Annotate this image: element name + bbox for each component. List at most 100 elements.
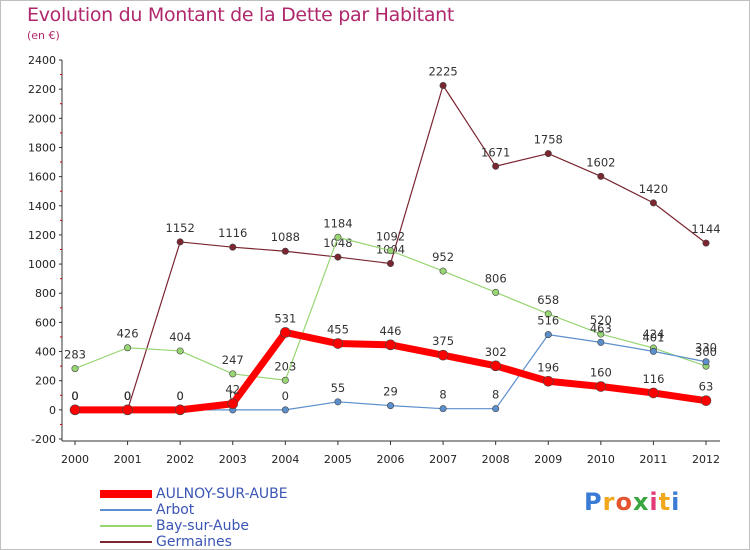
data-point (544, 331, 552, 339)
data-point (649, 199, 657, 207)
data-point (176, 347, 184, 355)
data-label: 1152 (166, 221, 195, 235)
data-point (492, 162, 500, 170)
data-point (702, 358, 710, 366)
data-label: 806 (485, 271, 507, 285)
series-bay-sur-aube: 283 426 404 247 203 1184 1092 952 806 658 520 424 30… (64, 216, 717, 384)
data-point (334, 398, 342, 406)
data-point (386, 247, 394, 255)
y-tick-label: 2400 (28, 54, 56, 67)
data-label: 0 (177, 389, 184, 403)
y-tick-label: 400 (35, 346, 56, 359)
data-point (227, 398, 239, 410)
chart-subtitle: (en €) (27, 29, 60, 42)
data-label: 283 (64, 348, 86, 362)
legend-swatch (100, 509, 152, 511)
data-point (69, 404, 81, 416)
data-point (176, 238, 184, 246)
x-tick-label: 2002 (166, 453, 194, 466)
data-label: 1758 (534, 133, 563, 147)
data-label: 1602 (586, 155, 615, 169)
data-point (281, 406, 289, 414)
data-point (439, 82, 447, 90)
data-label: 1092 (376, 230, 405, 244)
data-label: 8 (492, 388, 499, 402)
y-tick-label: 1400 (28, 200, 56, 213)
data-label: 1184 (323, 216, 352, 230)
y-tick-label: 2000 (28, 112, 56, 125)
data-point (492, 288, 500, 296)
y-tick-label: 1600 (28, 171, 56, 184)
x-tick-label: 2001 (114, 453, 142, 466)
y-tick-label: 1200 (28, 229, 56, 242)
data-point (334, 233, 342, 241)
data-label: 300 (695, 345, 717, 359)
x-tick-label: 2011 (639, 453, 667, 466)
data-point (492, 405, 500, 413)
data-label: 0 (177, 389, 184, 403)
legend-label: Arbot (156, 502, 195, 518)
y-tick-label: 2200 (28, 83, 56, 96)
data-label: 0 (282, 389, 289, 403)
data-point (386, 402, 394, 410)
y-tick-label: 0 (49, 404, 56, 417)
data-label: 302 (485, 345, 507, 359)
data-label: 375 (432, 334, 454, 348)
data-label: 0 (124, 389, 131, 403)
x-tick-label: 2007 (429, 453, 457, 466)
data-label: 0 (124, 389, 131, 403)
data-point (700, 395, 712, 406)
data-point (332, 338, 344, 349)
chart-title: Evolution du Montant de la Dette par Hab… (27, 4, 455, 26)
x-tick-label: 2004 (271, 453, 299, 466)
legend-swatch (100, 541, 152, 543)
data-label: 0 (71, 389, 78, 403)
y-tick-label: -200 (31, 433, 56, 446)
data-point (174, 404, 186, 416)
data-label: 2225 (428, 65, 457, 79)
data-point (649, 347, 657, 355)
data-point (490, 360, 501, 372)
data-label: 8 (439, 388, 446, 402)
data-label: 455 (327, 323, 349, 337)
data-point (595, 381, 607, 392)
x-tick-label: 2009 (534, 453, 562, 466)
series-germaines: 0011521116108810481004222516711758160214… (71, 65, 721, 414)
series-line (74, 236, 707, 381)
x-tick-label: 2000 (61, 453, 89, 466)
data-point (597, 330, 605, 338)
data-point (648, 387, 659, 399)
data-point (385, 339, 396, 351)
data-label: 116 (642, 372, 664, 386)
data-point (597, 172, 605, 180)
data-label: 55 (331, 381, 346, 395)
data-label: 0 (124, 389, 131, 403)
data-point (437, 349, 449, 361)
data-point (280, 327, 291, 338)
data-point (439, 267, 447, 275)
data-point (544, 150, 552, 158)
x-tick-label: 2006 (377, 453, 405, 466)
data-point (281, 247, 289, 255)
legend-label: AULNOY-SUR-AUBE (156, 486, 288, 502)
data-point (386, 259, 394, 267)
data-point (542, 375, 554, 387)
y-tick-label: 600 (35, 316, 56, 329)
data-label: 1144 (691, 222, 720, 236)
data-point (544, 310, 552, 318)
data-label: 1420 (639, 182, 668, 196)
proxiti-logo: Proxiti (584, 488, 681, 516)
legend-label: Bay-sur-Aube (156, 518, 249, 534)
data-point (122, 404, 133, 416)
data-label: 952 (432, 250, 454, 264)
x-tick-label: 2012 (692, 453, 720, 466)
data-label: 404 (169, 330, 191, 344)
data-label: 160 (590, 366, 612, 380)
data-label: 203 (274, 359, 296, 373)
legend-swatch (100, 490, 152, 498)
y-tick-label: 1800 (28, 141, 56, 154)
data-point (229, 370, 237, 378)
